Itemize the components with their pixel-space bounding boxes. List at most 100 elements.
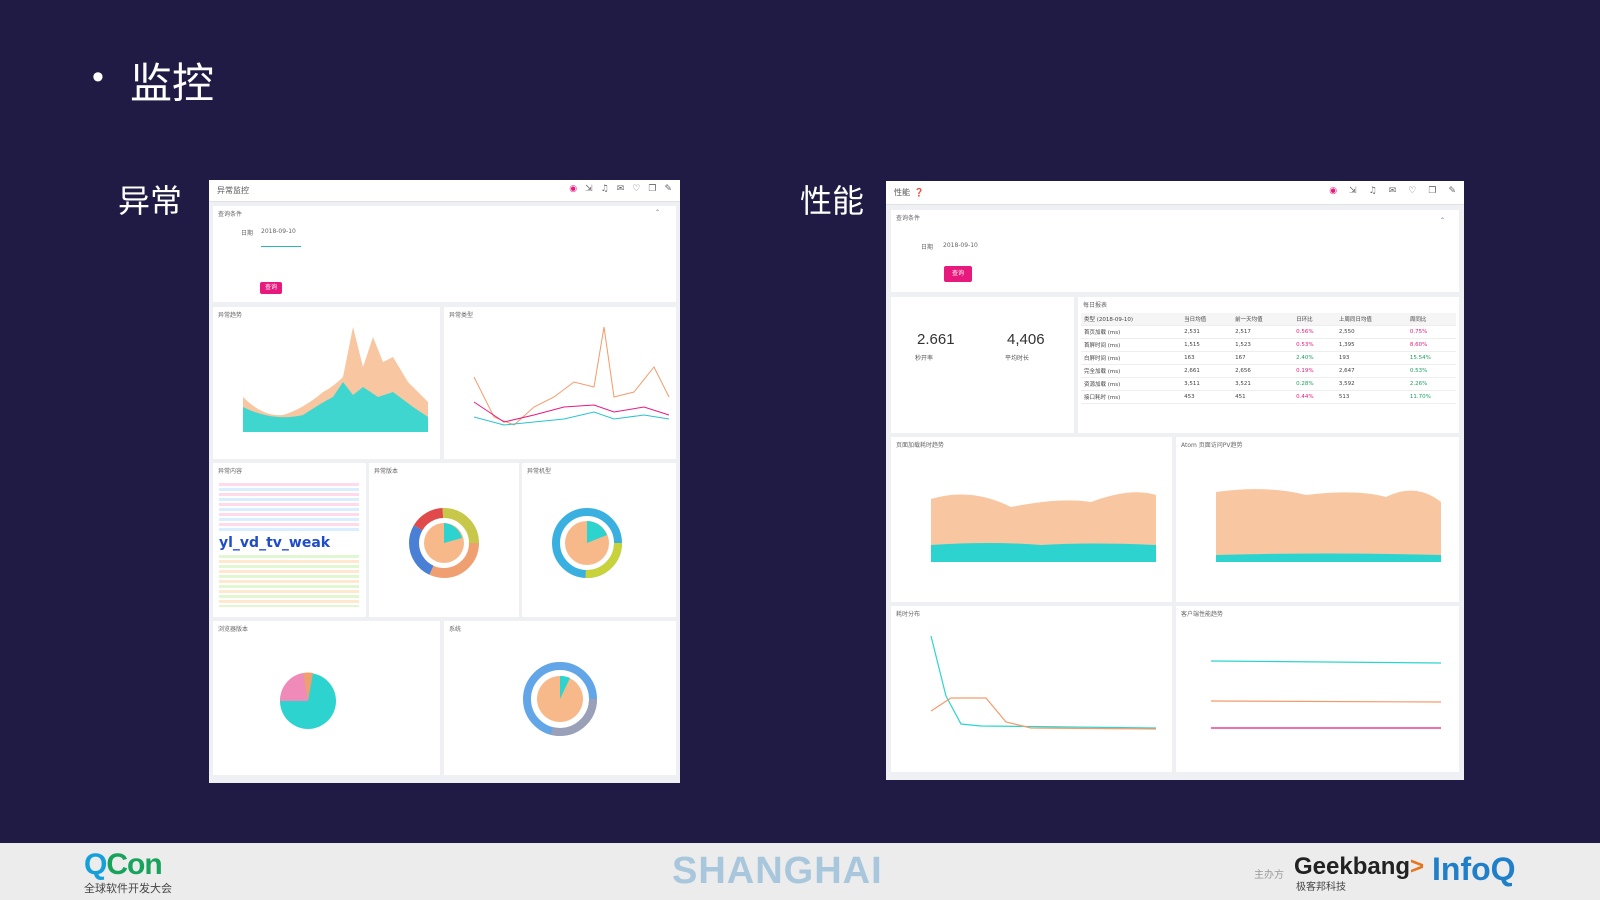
collapse-icon[interactable]: ⌃ [654,209,660,216]
footer-bar [0,843,1600,900]
active-tab-underline [261,246,301,247]
table-header: 当日均值 [1181,313,1233,326]
geekbang-subtitle: 极客邦科技 [1296,882,1346,893]
trend-area-chart-1 [243,327,428,432]
donut-chart-2 [552,508,622,578]
wordcloud-terms-top [219,483,359,531]
table-cell: 1,523 [1232,338,1294,352]
pie-card-title: 浏览器版本 [218,626,249,633]
donut-card-1-title: 异常版本 [374,468,399,475]
copy-icon[interactable]: ❐ [1428,186,1437,196]
system-donut-chart [523,662,597,736]
trend-line-chart-2 [473,326,670,426]
bell-icon[interactable]: ♫ [600,184,609,194]
table-cell: 2.40% [1293,351,1336,365]
table-cell: 首页加载 (ms) [1081,325,1182,339]
favorite-icon[interactable]: ♡ [632,184,641,194]
mail-icon[interactable]: ✉ [616,184,625,194]
table-cell: 451 [1232,390,1294,404]
table-cell: 接口耗时 (ms) [1081,390,1182,404]
edit-icon[interactable]: ✎ [1448,186,1456,196]
trend-card-1: 异常趋势 [213,307,440,459]
donut-chart-1 [409,508,479,578]
load-trend-chart [931,492,1156,562]
qcon-subtitle: 全球软件开发大会 [84,883,172,895]
slide-title: 监控 [130,59,215,108]
load-trend-card: 页面加载耗时趋势 [891,437,1172,602]
collapse-icon[interactable]: ⌃ [1439,217,1445,224]
copy-icon[interactable]: ❐ [648,184,657,194]
table-cell: 1,515 [1181,338,1233,352]
client-perf-chart [1210,660,1442,729]
export-icon[interactable]: ⇲ [585,184,593,194]
query-card: 查询条件 日期 2018-09-10 查询 ⌃ [213,206,676,302]
daily-report-title: 每日报表 [1083,302,1108,309]
perf-date-input[interactable]: 2018-09-10 [943,242,978,249]
table-cell: 0.19% [1293,364,1336,378]
table-cell: 首屏时间 (ms) [1081,338,1182,352]
wordcloud-card-title: 异常内容 [218,468,243,475]
table-cell: 0.75% [1406,325,1456,339]
table-cell: 167 [1232,351,1294,365]
table-header: 上周同日均值 [1335,313,1407,326]
wordcloud-card: 异常内容 yl_vd_tv_weak [213,463,366,617]
perf-date-label: 日期 [921,244,934,251]
mail-icon[interactable]: ✉ [1388,186,1397,196]
table-cell: 0.53% [1406,364,1456,378]
date-input[interactable]: 2018-09-10 [261,228,296,235]
host-label: 主办方 [1254,870,1284,881]
system-card-title: 系统 [449,626,462,633]
load-trend-title: 页面加载耗时趋势 [896,442,945,449]
bell-icon[interactable]: ♫ [1368,186,1377,196]
anomaly-dashboard-header: 异常监控 ◉ ⇲ ♫ ✉ ♡ ❐ ✎ [209,180,680,202]
infoq-logo: InfoQ [1432,851,1516,887]
table-cell: 完全加载 (ms) [1081,364,1182,378]
metric-2-label: 平均时长 [1005,355,1030,362]
pie-chart [279,672,336,729]
qcon-logo: QCon [84,848,163,881]
table-cell: 2.26% [1406,377,1456,391]
table-header: 周同比 [1406,313,1456,326]
edit-icon[interactable]: ✎ [664,184,672,194]
table-header: 日环比 [1293,313,1336,326]
geekbang-logo: Geekbang> [1294,853,1425,880]
table-cell: 2,550 [1335,325,1407,339]
help-icon[interactable]: ❓ [914,188,924,197]
table-row: 首屏时间 (ms) 1,515 1,523 0.53% 1,395 8.60% [1081,338,1456,352]
table-cell: 3,511 [1181,377,1233,391]
perf-query-title: 查询条件 [896,215,921,222]
client-perf-card: 客户端性能趋势 [1176,606,1459,772]
table-cell: 2,661 [1181,364,1233,378]
wordcloud-top-term: yl_vd_tv_weak [219,535,331,551]
table-cell: 453 [1181,390,1233,404]
table-header-row: 类型 (2018-09-10) 当日均值 前一天均值 日环比 上周同日均值 周同… [1081,313,1456,326]
perf-query-card: 查询条件 日期 2018-09-10 查询 ⌃ [891,210,1459,292]
favorite-icon[interactable]: ♡ [1408,186,1417,196]
table-cell: 11.70% [1406,390,1456,404]
table-header: 前一天均值 [1232,313,1294,326]
anomaly-dashboard: 异常监控 ◉ ⇲ ♫ ✉ ♡ ❐ ✎ 查询条件 日期 2018-09-10 查询… [209,180,680,783]
view-icon[interactable]: ◉ [1329,186,1338,196]
table-cell: 0.56% [1293,325,1336,339]
perf-query-button[interactable]: 查询 [944,266,972,282]
metrics-card: 2.661 秒开率 4,406 平均时长 [891,297,1074,433]
table-row: 资源加载 (ms) 3,511 3,521 0.28% 3,592 2.26% [1081,377,1456,391]
pie-card: 浏览器版本 [213,621,440,775]
trend-card-2: 异常类型 [444,307,676,459]
pv-trend-title: Atom 页面访问PV趋势 [1181,442,1243,449]
query-button[interactable]: 查询 [260,282,282,294]
table-cell: 白屏时间 (ms) [1081,351,1182,365]
metric-2-value: 4,406 [1007,331,1045,348]
export-icon[interactable]: ⇲ [1349,186,1357,196]
distribution-chart [930,635,1157,730]
system-card: 系统 [444,621,676,775]
table-cell: 3,521 [1232,377,1294,391]
view-icon[interactable]: ◉ [569,184,578,194]
table-cell: 163 [1181,351,1233,365]
distribution-title: 耗时分布 [896,611,921,618]
table-row: 白屏时间 (ms) 163 167 2.40% 193 15.54% [1081,351,1456,365]
anomaly-dashboard-title: 异常监控 [217,186,249,195]
table-cell: 1,395 [1335,338,1407,352]
wordcloud-terms-bottom [219,555,359,607]
trend-card-1-title: 异常趋势 [218,312,243,319]
